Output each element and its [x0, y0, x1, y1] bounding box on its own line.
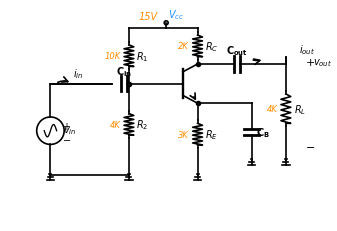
- Text: +: +: [62, 121, 70, 131]
- Text: $R_2$: $R_2$: [136, 118, 149, 132]
- Text: $\mathbf{C_{out}}$: $\mathbf{C_{out}}$: [226, 44, 248, 58]
- Text: 4K: 4K: [267, 105, 278, 114]
- Text: $\mathbf{C_B}$: $\mathbf{C_B}$: [256, 125, 270, 139]
- Text: $V_{cc}$: $V_{cc}$: [168, 8, 184, 22]
- Text: $v_{out}$: $v_{out}$: [313, 57, 332, 69]
- Text: 4K: 4K: [110, 120, 121, 129]
- Text: $R_1$: $R_1$: [136, 49, 149, 63]
- Text: 10K: 10K: [105, 52, 121, 61]
- Text: 2K: 2K: [178, 42, 189, 51]
- Text: $R_E$: $R_E$: [205, 128, 218, 141]
- Text: +: +: [306, 58, 315, 68]
- Text: 3K: 3K: [178, 130, 189, 139]
- Text: $\mathbf{C_{in}}$: $\mathbf{C_{in}}$: [116, 65, 132, 78]
- Text: 15V: 15V: [139, 12, 158, 22]
- Text: $R_C$: $R_C$: [205, 40, 218, 54]
- Text: $-$: $-$: [62, 133, 71, 143]
- Text: $i_{out}$: $i_{out}$: [299, 43, 315, 57]
- Text: $i_{in}$: $i_{in}$: [73, 67, 83, 80]
- Text: $R_L$: $R_L$: [294, 102, 306, 116]
- Text: $v_{in}$: $v_{in}$: [63, 125, 77, 137]
- Text: $-$: $-$: [305, 141, 315, 151]
